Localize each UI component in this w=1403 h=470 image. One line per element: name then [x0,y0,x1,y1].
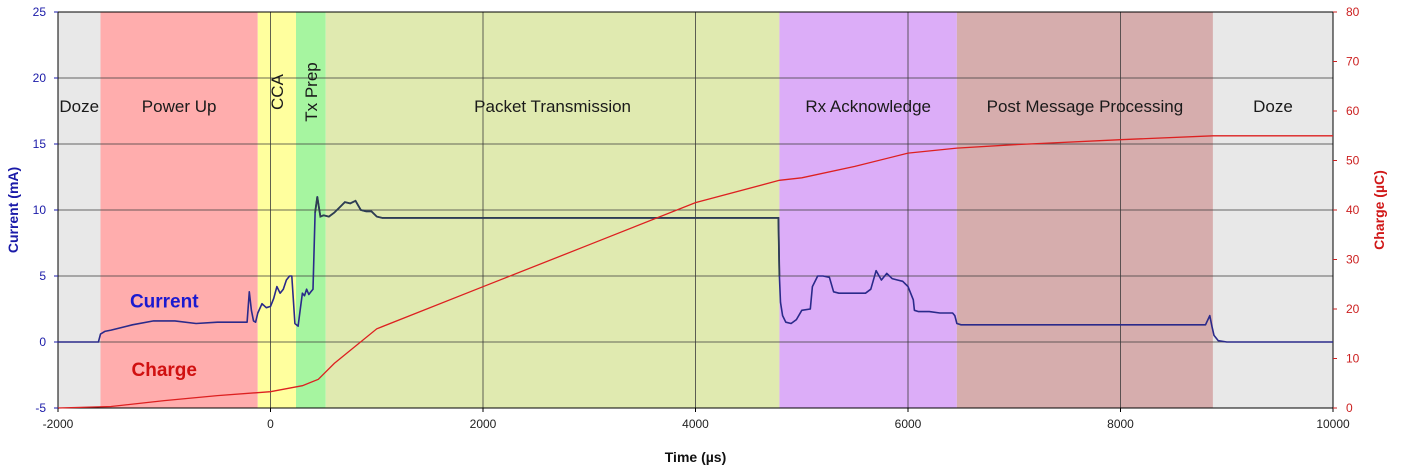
current-series-label: Current [130,292,199,313]
y-right-tick-label-3: 30 [1346,253,1360,267]
x-tick-label-0: -2000 [43,417,74,431]
axes: -2000 0 2000 4000 6000 8000 10000 -5 0 5 10 15 20 25 0… [33,5,1360,431]
phase-labels: Doze Power Up CCA Tx Prep Packet Transmissio… [59,62,1292,122]
y-right-tick-label-1: 10 [1346,352,1360,366]
y-left-tick-label-0: -5 [35,401,46,415]
x-tick-label-3: 4000 [682,417,709,431]
y-left-tick-label-3: 10 [33,203,47,217]
x-tick-label-6: 10000 [1316,417,1350,431]
phase-label-0: Doze [59,97,99,116]
y-left-tick-label-6: 25 [33,5,47,19]
phase-label-6: Post Message Processing [987,97,1184,116]
y-right-tick-label-6: 60 [1346,104,1360,118]
y-left-tick-label-4: 15 [33,137,47,151]
y-left-tick-label-5: 20 [33,71,47,85]
x-tick-label-1: 0 [267,417,274,431]
y-left-tick-label-2: 5 [39,269,46,283]
y-left-tick-label-1: 0 [39,335,46,349]
x-tick-label-4: 6000 [895,417,922,431]
y-right-tick-label-5: 50 [1346,154,1360,168]
phase-label-3: Tx Prep [302,62,321,122]
charge-series-label: Charge [132,360,197,381]
phase-label-5: Rx Acknowledge [805,97,931,116]
left-axis-title: Current (mA) [5,167,21,253]
phase-label-7: Doze [1253,97,1293,116]
right-axis-title: Charge (µC) [1371,170,1387,250]
series-lines [57,135,1333,409]
series-line-charge [57,135,1333,409]
y-right-tick-label-4: 40 [1346,203,1360,217]
series-line-current-tx [314,196,781,277]
y-right-tick-label-8: 80 [1346,5,1360,19]
grid-lines [58,12,1333,408]
y-right-tick-label-2: 20 [1346,302,1360,316]
phase-label-2: CCA [268,73,287,110]
x-tick-label-5: 8000 [1107,417,1134,431]
x-axis-title: Time (µs) [665,449,727,465]
phase-label-4: Packet Transmission [474,97,631,116]
y-right-tick-label-7: 70 [1346,55,1360,69]
x-tick-label-2: 2000 [470,417,497,431]
phase-label-1: Power Up [142,97,217,116]
y-right-tick-label-0: 0 [1346,401,1353,415]
